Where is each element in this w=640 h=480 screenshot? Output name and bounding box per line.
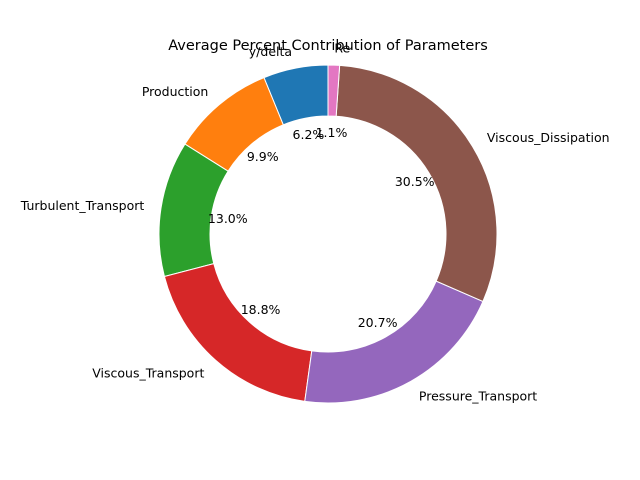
slice-label-viscous-transport: Viscous_Transport xyxy=(92,365,204,380)
slice-re xyxy=(327,64,341,117)
percent-label-re: 1.1% xyxy=(316,125,348,140)
percent-label-viscous-dissipation: 30.5% xyxy=(395,174,435,189)
percent-label-production: 9.9% xyxy=(247,149,279,164)
slice-label-pressure-transport: Pressure_Transport xyxy=(419,389,537,404)
slice-viscous-dissipation xyxy=(335,64,498,303)
percent-label-viscous-transport: 18.8% xyxy=(241,302,281,317)
percent-label-y-delta: 6.2% xyxy=(293,127,325,142)
percent-label-pressure-transport: 20.7% xyxy=(358,315,398,330)
slice-label-production: Production xyxy=(142,84,209,99)
slice-label-turbulent-transport: Turbulent_Transport xyxy=(20,198,145,213)
percent-label-turbulent-transport: 13.0% xyxy=(208,211,248,226)
slice-label-viscous-dissipation: Viscous_Dissipation xyxy=(487,130,610,145)
slice-pressure-transport xyxy=(304,280,484,404)
percent-labels-layer: 6.2% 9.9% 13.0% 18.8% 20.7% 30.5% 1.1% xyxy=(208,125,435,330)
slice-label-y-delta: y/delta xyxy=(249,44,292,59)
slice-labels-layer: y/delta Production Turbulent_Transport Visc… xyxy=(20,41,610,404)
chart-title: Average Percent Contribution of Paramete… xyxy=(168,38,488,54)
slices-layer xyxy=(158,64,498,404)
slice-label-re: Re xyxy=(334,41,350,56)
slice-viscous-transport xyxy=(163,263,313,402)
